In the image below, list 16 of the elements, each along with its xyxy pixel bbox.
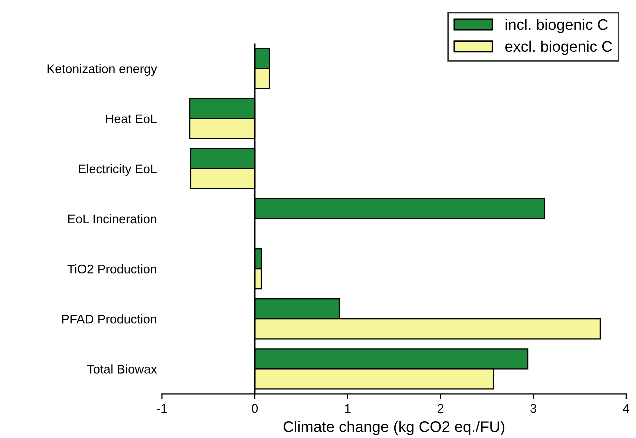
y-tick-label: Ketonization energy <box>48 64 158 76</box>
x-tick-label: -1 <box>157 404 168 413</box>
y-tick-label: Heat EoL <box>106 114 157 124</box>
x-axis-title: Climate change (kg CO2 eq./FU) <box>284 421 505 436</box>
y-tick-label: EoL Incineration <box>68 214 157 224</box>
legend-label: incl. biogenic C <box>506 19 608 34</box>
y-tick-label: Total Biowax <box>87 364 158 374</box>
y-tick-label: TiO2 Production <box>68 264 157 274</box>
x-tick-label: 1 <box>345 404 351 413</box>
x-tick-label: 3 <box>530 404 537 414</box>
x-tick-label: 4 <box>623 404 630 413</box>
legend-label: excl. biogenic C <box>506 40 612 56</box>
y-tick-label: Electricity EoL <box>79 164 157 176</box>
y-tick-label: PFAD Production <box>62 314 157 324</box>
x-tick-label: 2 <box>438 404 444 413</box>
x-tick-label: 0 <box>252 404 258 414</box>
